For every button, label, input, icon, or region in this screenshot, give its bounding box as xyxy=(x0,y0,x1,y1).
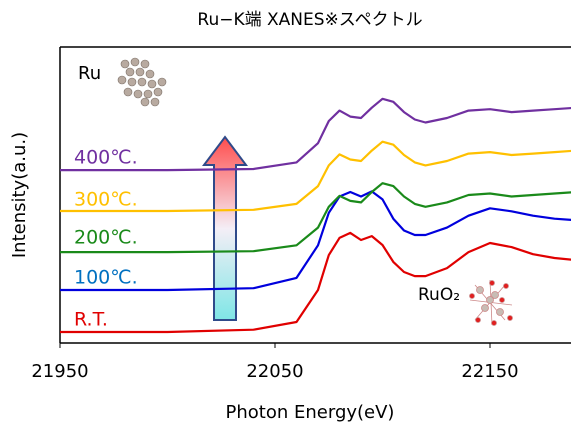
legend-label: R.T. xyxy=(74,309,108,331)
legend-label: 400℃. xyxy=(74,147,138,169)
x-tick-label: 22150 xyxy=(461,361,518,382)
ru-structure-icon xyxy=(118,58,166,106)
chart-title: Ru−K端 XANES※スペクトル xyxy=(197,10,422,30)
annotation: Ru xyxy=(78,63,101,84)
legend-label: 200℃. xyxy=(74,227,138,249)
ruo2-structure-icon xyxy=(470,280,513,326)
chart: Ru−K端 XANES※スペクトル Photon Energy(eV) Inte… xyxy=(0,0,571,428)
legend-label: 300℃. xyxy=(74,189,138,211)
x-axis-label: Photon Energy(eV) xyxy=(226,402,395,423)
annotation: RuO₂ xyxy=(418,285,460,305)
x-tick-label: 22050 xyxy=(246,361,303,382)
y-axis-label: Intensity(a.u.) xyxy=(9,132,30,258)
legend-label: 100℃. xyxy=(74,267,138,289)
heating-arrow xyxy=(204,137,246,320)
x-tick-label: 21950 xyxy=(31,361,88,382)
